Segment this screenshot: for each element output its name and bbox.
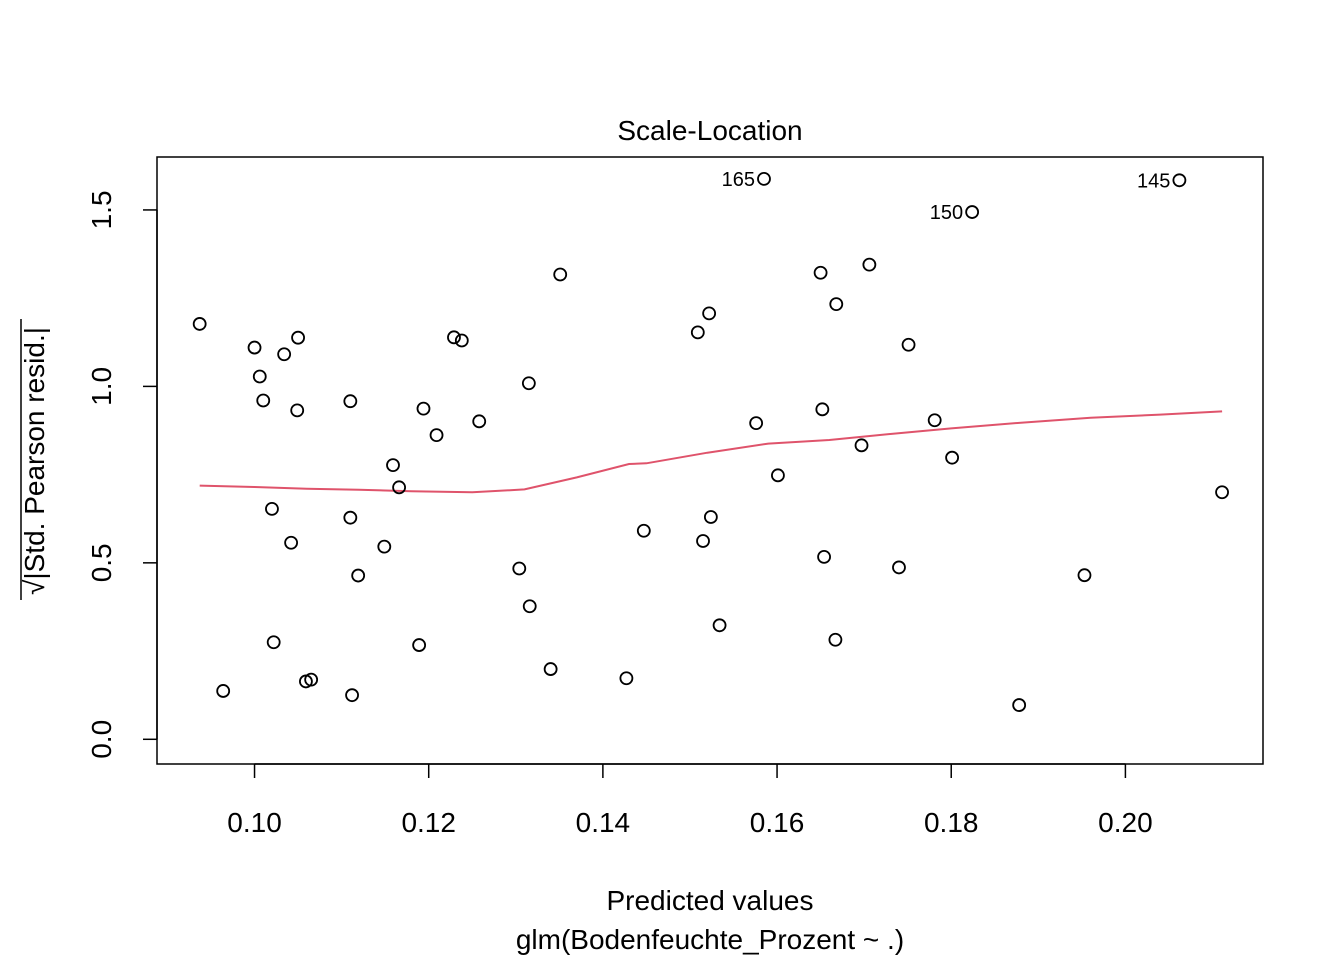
data-point	[284, 535, 299, 550]
y-axis-title-text: |Std. Pearson resid.|	[19, 327, 50, 580]
data-point	[927, 413, 942, 428]
data-point	[828, 632, 843, 647]
data-point	[472, 414, 487, 429]
data-point	[291, 330, 305, 345]
data-point	[343, 394, 358, 409]
plot-frame	[156, 156, 1264, 765]
data-point	[351, 568, 366, 583]
data-point	[412, 638, 427, 652]
data-point	[553, 267, 568, 282]
x-tick-label: 0.10	[227, 807, 282, 838]
data-point	[813, 265, 828, 280]
data-point	[815, 402, 830, 417]
data-point	[1215, 485, 1229, 500]
x-axis: 0.10 0.12 0.14 0.16 0.18 0.20	[227, 763, 1153, 838]
data-point	[543, 662, 558, 676]
point-label: 150	[930, 202, 963, 224]
data-point	[345, 688, 359, 703]
y-tick-label: 0.5	[86, 543, 117, 582]
data-point	[377, 539, 392, 554]
data-point	[416, 401, 431, 416]
data-point	[522, 599, 537, 614]
data-point	[277, 347, 292, 362]
x-tick-label: 0.18	[924, 807, 979, 838]
x-tick-label: 0.12	[401, 807, 456, 838]
data-point	[965, 205, 980, 219]
data-point	[521, 376, 536, 391]
data-point	[636, 523, 651, 538]
data-point	[252, 369, 267, 384]
y-axis-title-radical: √	[19, 579, 50, 595]
data-point	[854, 438, 869, 453]
chart-title: Scale-Location	[617, 115, 802, 146]
data-point	[749, 416, 764, 430]
data-point	[266, 635, 281, 650]
data-point	[690, 325, 705, 340]
x-tick-label: 0.20	[1098, 807, 1153, 838]
data-point	[702, 306, 717, 321]
y-tick-label: 1.5	[86, 190, 117, 229]
smooth-layer	[199, 410, 1223, 494]
data-point	[429, 428, 444, 442]
data-point	[256, 393, 271, 408]
data-point	[304, 672, 319, 687]
data-point	[817, 549, 831, 564]
data-point	[216, 684, 231, 698]
x-axis-subtitle: glm(Bodenfeuchte_Prozent ~ .)	[516, 924, 904, 955]
point-label: 145	[1137, 170, 1170, 192]
data-point	[343, 510, 358, 525]
data-point	[703, 510, 718, 524]
data-point	[696, 534, 710, 548]
data-point	[265, 501, 279, 516]
data-point	[619, 671, 634, 686]
data-point	[829, 297, 844, 312]
data-point	[771, 468, 785, 483]
y-tick-label: 1.0	[86, 367, 117, 406]
y-axis-title: √|Std. Pearson resid.|	[19, 327, 50, 595]
data-point	[1172, 173, 1187, 188]
data-point	[247, 340, 262, 355]
data-point	[1077, 568, 1092, 583]
data-point	[290, 403, 305, 418]
data-point	[901, 337, 916, 352]
data-point	[447, 330, 461, 345]
data-point	[945, 450, 960, 465]
x-tick-label: 0.14	[576, 807, 631, 838]
data-point	[512, 561, 527, 576]
data-point	[892, 560, 906, 575]
data-point	[757, 171, 771, 186]
data-point	[712, 618, 727, 633]
points-layer: 165 150 145	[192, 169, 1229, 712]
data-point	[454, 333, 469, 348]
y-tick-label: 0.0	[86, 720, 117, 759]
data-point	[862, 257, 877, 272]
smooth-line	[199, 410, 1223, 494]
point-label: 165	[722, 169, 755, 191]
data-point	[386, 458, 400, 472]
x-tick-label: 0.16	[750, 807, 805, 838]
y-axis: 0.0 0.5 1.0 1.5	[86, 190, 158, 759]
data-point	[1012, 698, 1027, 712]
x-axis-title: Predicted values	[606, 885, 813, 916]
data-point	[192, 317, 207, 331]
data-point	[392, 480, 407, 495]
